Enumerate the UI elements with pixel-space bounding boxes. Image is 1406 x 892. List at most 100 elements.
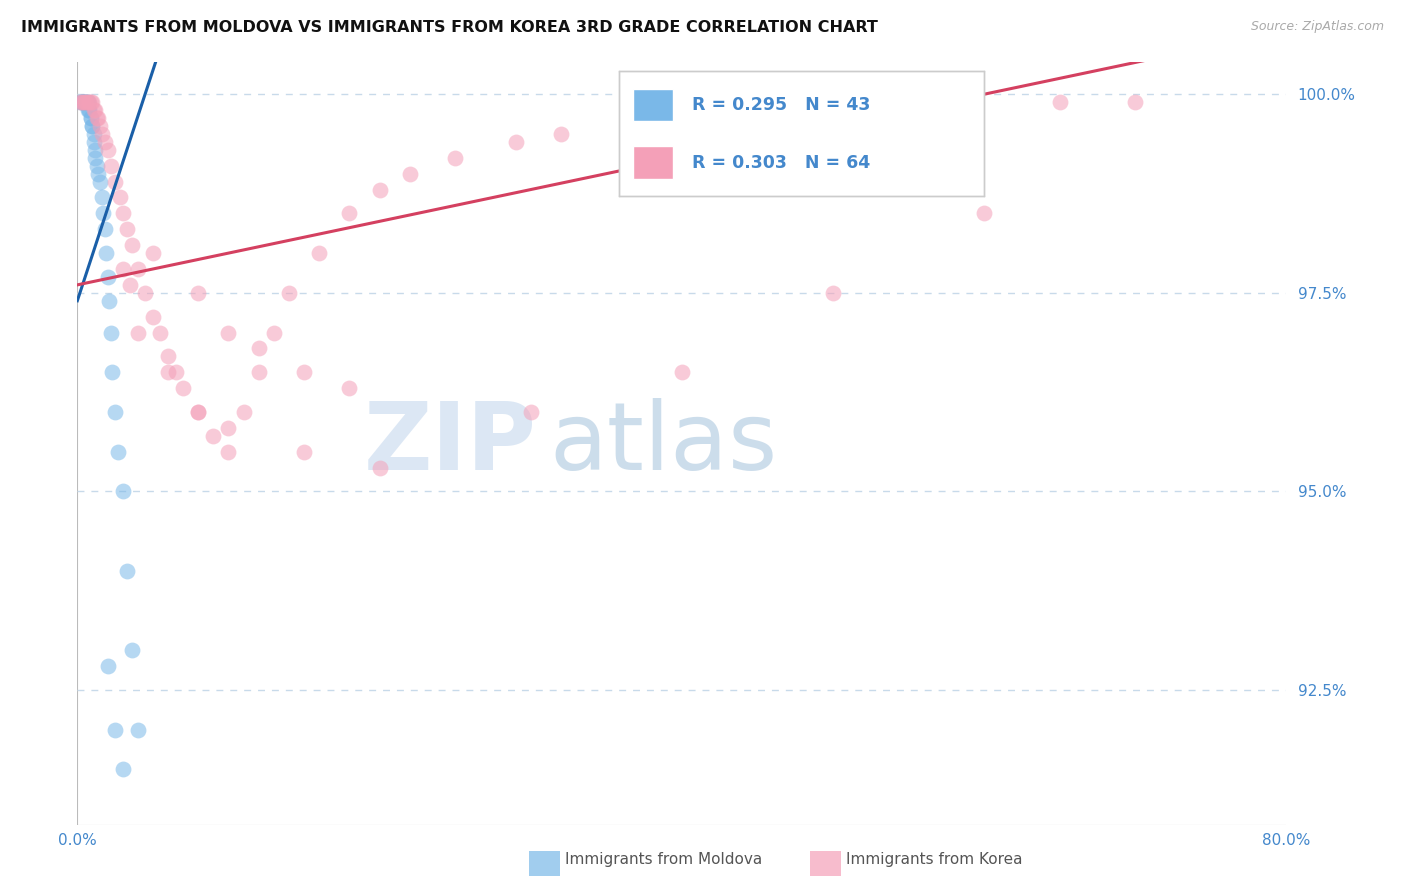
Point bbox=[80, 95, 103, 110]
Point bbox=[218, 421, 240, 435]
Point bbox=[142, 246, 165, 260]
Text: IMMIGRANTS FROM MOLDOVA VS IMMIGRANTS FROM KOREA 3RD GRADE CORRELATION CHART: IMMIGRANTS FROM MOLDOVA VS IMMIGRANTS FR… bbox=[21, 20, 877, 35]
Point bbox=[70, 95, 93, 110]
Point bbox=[111, 763, 134, 777]
Point bbox=[100, 159, 122, 173]
Point bbox=[75, 95, 97, 110]
Point bbox=[87, 167, 110, 181]
Point bbox=[69, 95, 91, 110]
Point bbox=[337, 381, 360, 395]
Point bbox=[70, 95, 93, 110]
Point bbox=[98, 293, 121, 308]
Point bbox=[86, 159, 108, 173]
Point bbox=[247, 365, 270, 379]
Point bbox=[127, 326, 149, 340]
Point bbox=[308, 246, 330, 260]
Point bbox=[89, 119, 111, 133]
Point bbox=[444, 151, 467, 165]
Point bbox=[157, 350, 180, 364]
Text: R = 0.295   N = 43: R = 0.295 N = 43 bbox=[692, 96, 870, 114]
Point bbox=[77, 103, 100, 117]
Point bbox=[82, 119, 104, 133]
Point bbox=[83, 103, 105, 117]
Text: R = 0.303   N = 64: R = 0.303 N = 64 bbox=[692, 153, 870, 171]
Point bbox=[115, 564, 138, 578]
Point bbox=[120, 277, 142, 292]
Point bbox=[100, 326, 122, 340]
Point bbox=[73, 95, 96, 110]
Point bbox=[89, 175, 111, 189]
Point bbox=[121, 643, 143, 657]
Text: Immigrants from Moldova: Immigrants from Moldova bbox=[565, 852, 762, 867]
Point bbox=[80, 111, 103, 125]
Point bbox=[263, 326, 285, 340]
Point bbox=[247, 342, 270, 356]
FancyBboxPatch shape bbox=[633, 146, 673, 178]
Point bbox=[73, 95, 96, 110]
Point bbox=[73, 95, 96, 110]
Point bbox=[149, 326, 172, 340]
Point bbox=[671, 365, 693, 379]
Point bbox=[111, 206, 134, 220]
Point bbox=[115, 222, 138, 236]
Point bbox=[82, 119, 104, 133]
Point bbox=[83, 127, 105, 141]
Point bbox=[505, 135, 527, 149]
Point bbox=[1049, 95, 1071, 110]
Point bbox=[104, 175, 127, 189]
Point bbox=[399, 167, 422, 181]
Point bbox=[84, 151, 107, 165]
Point bbox=[72, 95, 94, 110]
Point bbox=[337, 206, 360, 220]
Text: ZIP: ZIP bbox=[364, 398, 537, 490]
Point bbox=[142, 310, 165, 324]
Point bbox=[821, 285, 844, 300]
Point bbox=[157, 365, 180, 379]
Point bbox=[80, 111, 103, 125]
Point bbox=[520, 405, 543, 419]
Point bbox=[79, 103, 101, 117]
Point bbox=[292, 444, 315, 458]
Point bbox=[77, 95, 100, 110]
Point bbox=[278, 285, 301, 300]
Point bbox=[232, 405, 254, 419]
Point bbox=[72, 95, 94, 110]
Point bbox=[96, 659, 118, 673]
Point bbox=[187, 285, 209, 300]
Point bbox=[218, 444, 240, 458]
Point bbox=[108, 190, 131, 204]
Point bbox=[973, 206, 995, 220]
Point bbox=[79, 103, 101, 117]
Point bbox=[218, 326, 240, 340]
Point bbox=[90, 127, 112, 141]
Point bbox=[72, 95, 94, 110]
Point bbox=[121, 238, 143, 252]
Point bbox=[96, 143, 118, 157]
Point bbox=[368, 183, 391, 197]
Point bbox=[368, 460, 391, 475]
Point bbox=[93, 135, 115, 149]
Point bbox=[93, 222, 115, 236]
Point bbox=[292, 365, 315, 379]
Point bbox=[87, 111, 110, 125]
Point bbox=[91, 206, 114, 220]
Point bbox=[134, 285, 156, 300]
Point bbox=[101, 365, 124, 379]
Point bbox=[96, 269, 118, 284]
Point bbox=[111, 262, 134, 277]
Point bbox=[104, 723, 127, 737]
Point bbox=[187, 405, 209, 419]
Point bbox=[187, 405, 209, 419]
Point bbox=[79, 95, 101, 110]
Point bbox=[77, 95, 100, 110]
Point bbox=[104, 405, 127, 419]
Point bbox=[127, 723, 149, 737]
Point bbox=[84, 143, 107, 157]
Point bbox=[165, 365, 187, 379]
Point bbox=[172, 381, 194, 395]
Point bbox=[1123, 95, 1146, 110]
Point bbox=[94, 246, 117, 260]
Text: atlas: atlas bbox=[548, 398, 778, 490]
FancyBboxPatch shape bbox=[633, 89, 673, 121]
Point bbox=[75, 95, 97, 110]
